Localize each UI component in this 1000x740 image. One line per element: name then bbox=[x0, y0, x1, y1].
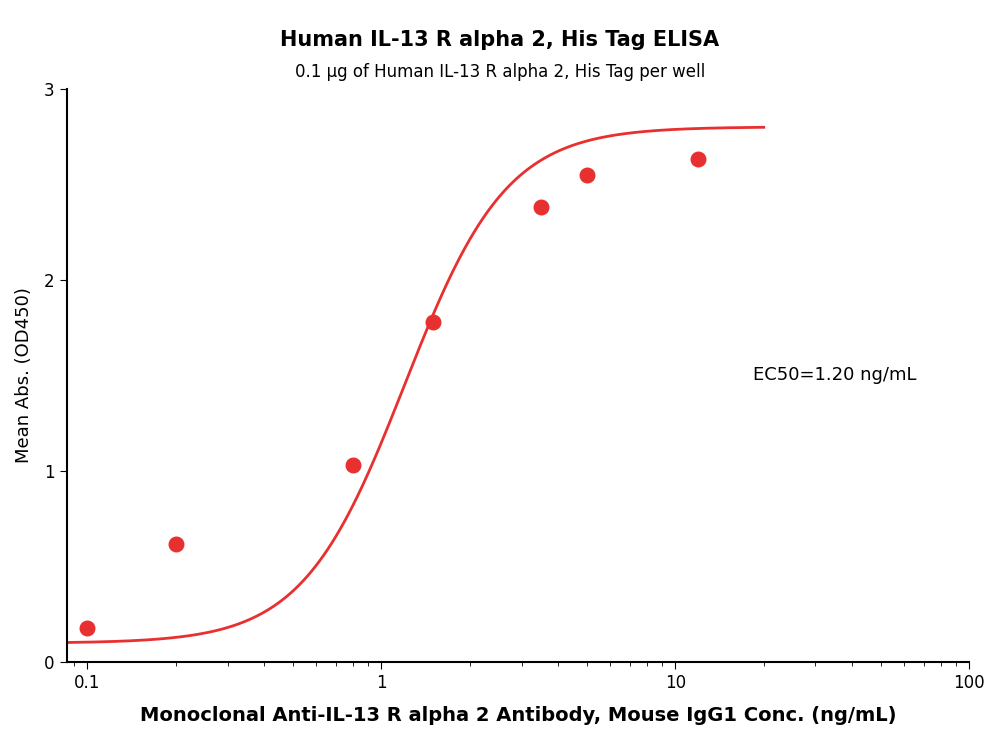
Y-axis label: Mean Abs. (OD450): Mean Abs. (OD450) bbox=[15, 288, 33, 463]
Text: 0.1 µg of Human IL-13 R alpha 2, His Tag per well: 0.1 µg of Human IL-13 R alpha 2, His Tag… bbox=[295, 63, 705, 81]
Text: Human IL-13 R alpha 2, His Tag ELISA: Human IL-13 R alpha 2, His Tag ELISA bbox=[280, 30, 720, 50]
Point bbox=[79, 622, 95, 633]
Point bbox=[425, 316, 441, 328]
Text: EC50=1.20 ng/mL: EC50=1.20 ng/mL bbox=[753, 366, 917, 385]
Point bbox=[690, 153, 706, 165]
X-axis label: Monoclonal Anti-IL-13 R alpha 2 Antibody, Mouse IgG1 Conc. (ng/mL): Monoclonal Anti-IL-13 R alpha 2 Antibody… bbox=[140, 706, 896, 725]
Point bbox=[345, 460, 361, 471]
Point bbox=[579, 169, 595, 181]
Point bbox=[533, 201, 549, 213]
Point bbox=[168, 538, 184, 550]
